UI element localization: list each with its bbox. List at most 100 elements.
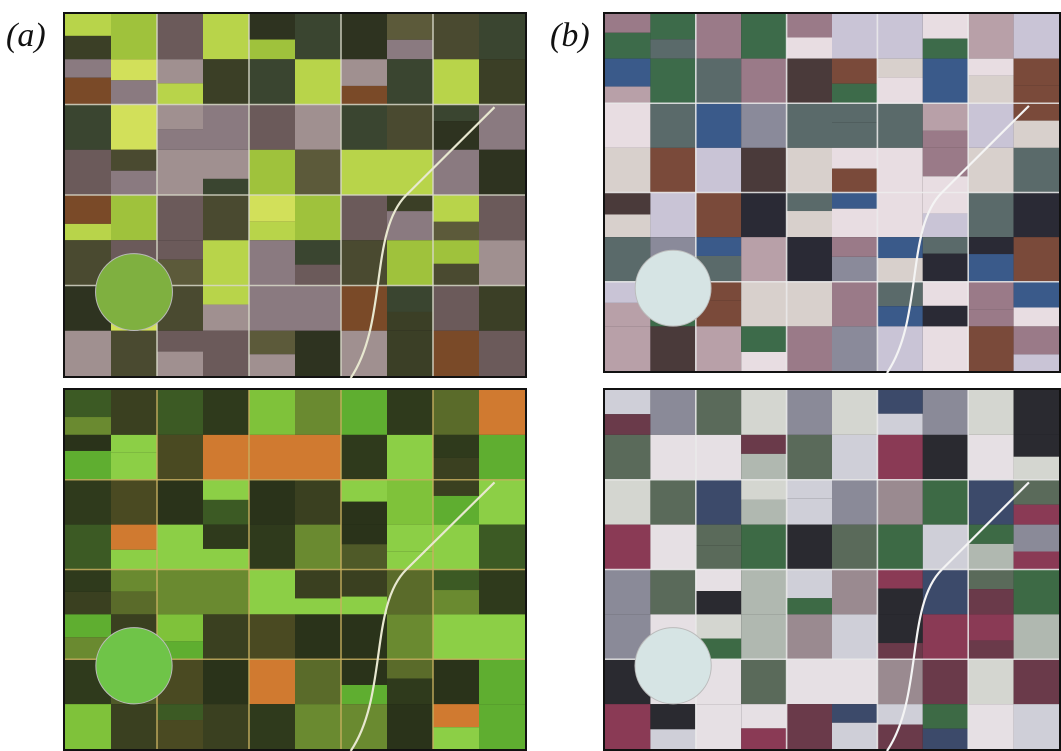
- field: [479, 480, 525, 525]
- field: [249, 525, 295, 570]
- field: [157, 570, 203, 615]
- field: [387, 679, 433, 705]
- field: [1014, 435, 1059, 457]
- field: [968, 309, 1013, 326]
- field: [968, 59, 1013, 76]
- field: [249, 614, 295, 659]
- field: [249, 390, 295, 435]
- field: [877, 306, 922, 326]
- field: [650, 14, 695, 39]
- field: [696, 591, 741, 614]
- field: [295, 240, 341, 264]
- field: [111, 453, 157, 480]
- field: [696, 435, 741, 480]
- field: [157, 59, 203, 83]
- field: [968, 589, 1013, 614]
- field: [605, 390, 650, 414]
- field: [65, 224, 111, 240]
- field: [433, 14, 479, 59]
- field: [968, 525, 1013, 544]
- field: [923, 14, 968, 39]
- field: [387, 525, 433, 552]
- field: [479, 435, 525, 480]
- field: [877, 148, 922, 193]
- field: [249, 659, 295, 704]
- field: [650, 525, 695, 570]
- field: [387, 195, 433, 211]
- field: [387, 704, 433, 749]
- field: [387, 480, 433, 525]
- field: [787, 237, 832, 282]
- field: [741, 59, 786, 104]
- field: [111, 14, 157, 59]
- pivot-field: [635, 250, 711, 326]
- field: [832, 14, 877, 59]
- field: [605, 193, 650, 215]
- field: [605, 33, 650, 59]
- field: [696, 193, 741, 238]
- field: [832, 257, 877, 282]
- field: [787, 498, 832, 524]
- field: [1014, 354, 1059, 371]
- field: [111, 704, 157, 749]
- field: [1014, 390, 1059, 435]
- field: [479, 105, 525, 150]
- field: [341, 86, 387, 105]
- field: [1014, 307, 1059, 326]
- field: [387, 312, 433, 331]
- field: [696, 570, 741, 592]
- field: [249, 286, 295, 331]
- field: [65, 451, 111, 480]
- field: [741, 14, 786, 59]
- field: [968, 193, 1013, 238]
- field: [203, 14, 249, 59]
- field: [968, 254, 1013, 282]
- field: [65, 435, 111, 451]
- field: [832, 282, 877, 327]
- field: [877, 237, 922, 258]
- field: [741, 435, 786, 454]
- field: [111, 390, 157, 435]
- field: [923, 704, 968, 729]
- field: [650, 390, 695, 435]
- figure: (a) (b): [0, 0, 1061, 751]
- image-panel: [63, 12, 527, 378]
- field: [65, 59, 111, 77]
- field: [605, 214, 650, 237]
- field: [696, 390, 741, 435]
- field: [923, 480, 968, 525]
- field: [341, 480, 387, 502]
- field: [249, 435, 295, 480]
- field: [433, 264, 479, 286]
- field: [1014, 193, 1059, 238]
- field: [203, 500, 249, 525]
- field: [157, 435, 203, 480]
- field: [923, 237, 968, 254]
- field: [605, 59, 650, 87]
- field: [249, 14, 295, 40]
- field: [341, 150, 387, 195]
- field: [787, 14, 832, 37]
- field: [605, 14, 650, 33]
- field: [433, 727, 479, 749]
- field: [65, 36, 111, 59]
- field: [923, 213, 968, 237]
- field: [249, 704, 295, 749]
- field: [968, 704, 1013, 749]
- field: [295, 14, 341, 59]
- field: [479, 659, 525, 704]
- field: [249, 222, 295, 241]
- field: [923, 59, 968, 104]
- field: [387, 105, 433, 150]
- field: [479, 704, 525, 749]
- field: [787, 390, 832, 435]
- field: [787, 659, 832, 704]
- field: [923, 131, 968, 148]
- field: [387, 390, 433, 435]
- field: [249, 480, 295, 525]
- field: [249, 240, 295, 285]
- field: [923, 570, 968, 615]
- field: [433, 458, 479, 480]
- field: [741, 282, 786, 327]
- panel-label: (b): [550, 17, 590, 54]
